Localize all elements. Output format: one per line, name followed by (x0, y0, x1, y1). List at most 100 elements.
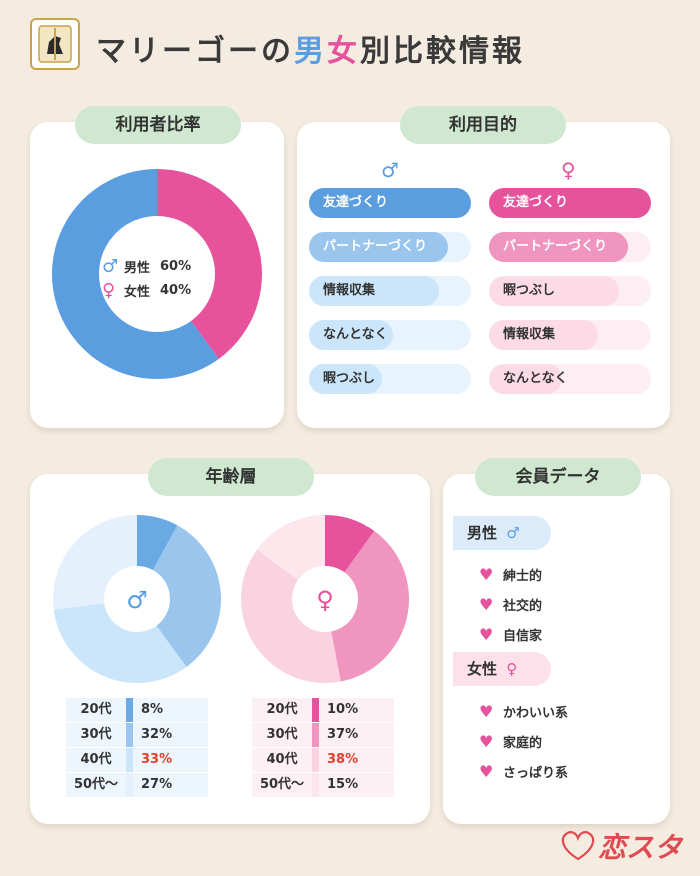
male-purpose-bar-1: パートナーづくり (309, 232, 471, 262)
female-purpose-bar-label-3: 情報収集 (503, 327, 556, 342)
ratio-donut (51, 169, 262, 379)
female-trait: ♥ さっぱり系 (479, 760, 568, 782)
trait-label: かわいい系 (503, 705, 569, 721)
female-purpose-bar-fill-1 (489, 232, 628, 262)
female-purpose-bar-label-0: 友達づくり (503, 195, 569, 210)
ratio-legend: ♂ 男性 60% ♀ 女性 40% (102, 254, 212, 302)
header: マリーゴーの男女別比較情報 (30, 18, 650, 74)
heart-icon: ♥ (479, 701, 494, 721)
male-trait: ♥ 紳士的 (479, 563, 542, 585)
female-purpose-bar-0: 友達づくり (489, 188, 651, 218)
age-label: 50代～ (259, 777, 305, 792)
female-icon: ♀ (506, 660, 518, 678)
male-purpose-bar-fill-2 (309, 276, 439, 306)
purpose-card: ♂ ♀ 友達づくり パートナーづくり 情報収集 なんとなく 暇つぶし 友達づくり パートナ… (297, 122, 670, 428)
heart-icon: ♥ (479, 761, 494, 781)
male-trait: ♥ 自信家 (479, 623, 542, 645)
age-swatch (126, 748, 133, 772)
male-icon: ♂ (126, 586, 148, 614)
age-label: 50代～ (73, 777, 119, 792)
male-purpose-bar-label-1: パートナーづくり (323, 239, 428, 254)
male-icon: ♂ (102, 255, 119, 277)
male-purpose-bar-fill-1 (309, 232, 448, 262)
age-percent: 33% (141, 752, 173, 767)
female-tag: 女性 ♀ (453, 652, 551, 686)
heart-icon: ♥ (479, 731, 494, 751)
age-swatch (126, 773, 133, 797)
age-card: ♂ ♀ 20代 8% 30代 32% 40代 33% 50代～ 27% 20代 10% 30代 37… (30, 474, 430, 824)
male-age-donut: ♂ (52, 515, 222, 683)
ratio-heading: 利用者比率 (75, 106, 241, 144)
male-age-row: 50代～ 27% (66, 773, 208, 797)
age-percent: 27% (141, 777, 173, 792)
age-swatch (312, 698, 319, 722)
female-purpose-bar-label-2: 暇つぶし (503, 283, 556, 298)
brand-logo: 恋スタ (558, 826, 682, 866)
members-card: 男性 ♂ ♥ 紳士的 ♥ 社交的 ♥ 自信家 女性 ♀ ♥ かわいい系 ♥ 家庭的 ♥ さっぱり系 (443, 474, 670, 824)
ratio-row-female: ♀ 女性 40% (102, 279, 192, 301)
ratio-row-male: ♂ 男性 60% (102, 255, 192, 277)
female-purpose-bar-3: 情報収集 (489, 320, 651, 350)
trait-label: 家庭的 (503, 735, 543, 751)
female-age-row: 50代～ 15% (252, 773, 394, 797)
male-purpose-bar-2: 情報収集 (309, 276, 471, 306)
age-percent: 38% (327, 752, 359, 767)
page-title: マリーゴーの男女別比較情報 (96, 34, 525, 69)
female-purpose-bar-label-1: パートナーづくり (503, 239, 608, 254)
male-purpose-bar-label-3: なんとなく (323, 327, 388, 342)
age-percent: 10% (327, 702, 359, 717)
heart-icon: ♥ (479, 624, 494, 644)
trait-label: 自信家 (503, 628, 543, 644)
male-age-row: 40代 33% (66, 748, 208, 772)
female-purpose-bar-2: 暇つぶし (489, 276, 651, 306)
female-purpose-bar-4: なんとなく (489, 364, 651, 394)
female-icon: ♀ (561, 158, 576, 182)
male-purpose-bar-0: 友達づくり (309, 188, 471, 218)
male-purpose-bar-fill-0 (309, 188, 471, 218)
male-purpose-bar-4: 暇つぶし (309, 364, 471, 394)
female-age-slice-1 (325, 531, 409, 682)
male-purpose-bar-label-2: 情報収集 (323, 283, 376, 298)
female-icon: ♀ (102, 279, 116, 301)
male-age-row: 30代 32% (66, 723, 208, 747)
age-label: 40代 (266, 752, 298, 767)
female-purpose-bar-fill-3 (489, 320, 598, 350)
heart-icon (561, 831, 595, 861)
trait-label: さっぱり系 (503, 765, 569, 781)
trait-label: 社交的 (503, 598, 543, 614)
age-swatch (312, 723, 319, 747)
heart-icon: ♥ (479, 594, 494, 614)
male-purpose-bar-label-4: 暇つぶし (323, 371, 376, 386)
female-trait: ♥ かわいい系 (479, 700, 568, 722)
male-purpose-bar-fill-3 (309, 320, 393, 350)
female-age-slice-2 (240, 549, 341, 683)
heart-icon: ♥ (479, 564, 494, 584)
members-heading: 会員データ (475, 458, 641, 496)
male-icon: ♂ (381, 158, 399, 182)
male-trait: ♥ 社交的 (479, 593, 542, 615)
ratio-card: ♂ 男性 60% ♀ 女性 40% (30, 122, 284, 428)
age-label: 20代 (266, 702, 298, 717)
age-percent: 37% (327, 727, 359, 742)
age-label: 40代 (80, 752, 112, 767)
female-age-table: 20代 10% 30代 37% 40代 38% 50代～ 15% (252, 698, 394, 798)
age-swatch (312, 773, 319, 797)
female-purpose-bar-fill-0 (489, 188, 651, 218)
male-age-slice-2 (53, 599, 187, 683)
trait-label: 紳士的 (503, 568, 543, 584)
age-label: 30代 (80, 727, 112, 742)
male-age-slice-1 (137, 525, 222, 667)
female-purpose-bar-fill-4 (489, 364, 562, 394)
age-swatch (312, 748, 319, 772)
female-icon: ♀ (316, 586, 334, 614)
female-age-row: 40代 38% (252, 748, 394, 772)
age-percent: 8% (141, 702, 164, 717)
male-icon: ♂ (506, 524, 520, 542)
age-percent: 15% (327, 777, 359, 792)
age-swatch (126, 698, 133, 722)
male-purpose-bar-label-0: 友達づくり (323, 195, 389, 210)
female-age-row: 20代 10% (252, 698, 394, 722)
male-purpose-bar-3: なんとなく (309, 320, 471, 350)
female-purpose-bar-1: パートナーづくり (489, 232, 651, 262)
purpose-heading: 利用目的 (400, 106, 566, 144)
